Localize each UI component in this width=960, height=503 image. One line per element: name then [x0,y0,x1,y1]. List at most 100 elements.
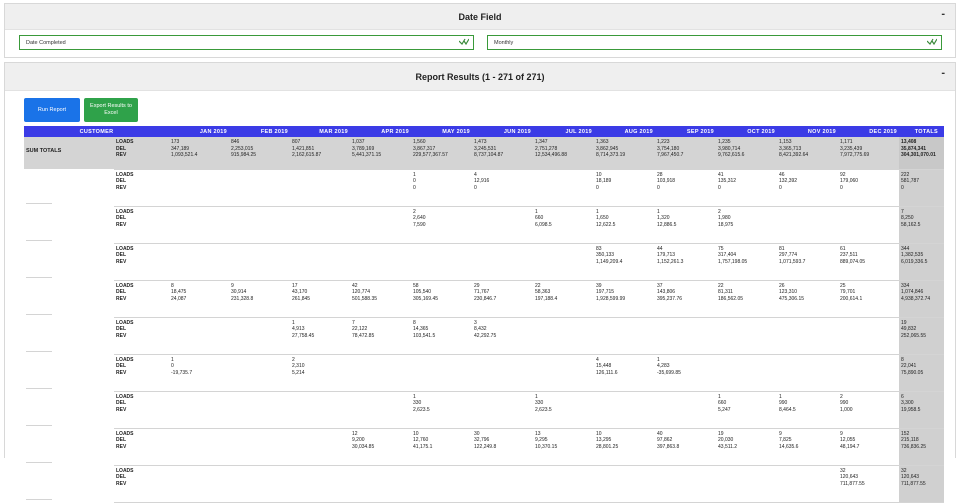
cell-value: 12,886.5 [657,221,677,228]
cell-value: 18,475 [171,289,187,295]
metric-labels: LOADS DEL REV [114,206,169,244]
cell-value: 8,421,392.64 [779,152,809,158]
column-header-month[interactable]: JUL 2019 [533,126,594,137]
date-field-collapse-button[interactable]: - [941,8,945,20]
cell-value [413,370,470,377]
cell-value: 15,448 [596,363,612,369]
cell-value: 92 [840,171,846,178]
cell-value: 237,511 [840,252,858,258]
cell-value: 2 [718,208,721,215]
column-header-month[interactable]: DEC 2019 [838,126,899,137]
column-header-month[interactable]: JAN 2019 [169,126,229,137]
cell-value: 1,382,535 [901,252,924,258]
cell-value: 173 [171,139,180,145]
report-results-header[interactable]: Report Results (1 - 271 of 271) - [5,63,955,91]
month-cell: 41 135,312 0 [716,169,777,207]
cell-value: 8,432 [474,326,487,332]
period-select[interactable]: Monthly [487,35,942,50]
cell-value: 22,122 [352,326,368,332]
month-cell: 2 1,980 18,975 [716,206,777,244]
month-cell [777,206,838,244]
date-type-select[interactable]: Date Completed [19,35,474,50]
report-collapse-button[interactable]: - [941,67,945,79]
month-cell: 42 120,774 501,588.35 [350,280,411,318]
column-header-month[interactable]: MAR 2019 [290,126,350,137]
column-header-month[interactable]: JUN 2019 [472,126,533,137]
cell-value: 75 [718,245,724,252]
month-cell: 1 0 -19,735.7 [169,354,229,392]
cell-value [657,481,714,488]
cell-value: 915,984.25 [231,152,257,158]
row-divider [26,393,52,426]
column-header-customer[interactable]: CUSTOMER [24,126,169,137]
cell-value: 1,650 [596,215,609,221]
cell-value: 1 [657,356,660,363]
customer-cell [24,317,114,354]
cell-value: 10,370.15 [535,443,558,450]
month-cell [229,169,290,207]
table-row[interactable]: LOADS DEL REV 83 350,133 1,149,209.4 44 179,713… [24,243,944,281]
month-cell: 1,153 3,365,713 8,421,392.64 [777,137,838,170]
cell-value: 1,152,261.3 [657,258,684,265]
cell-value: 13,408 [901,139,917,145]
column-header-month[interactable]: APR 2019 [350,126,411,137]
cell-value [231,259,288,266]
month-cell: 1 1,650 12,622.5 [594,206,655,244]
table-row[interactable]: LOADS DEL REV 1 0 -19,735.7 2 2,310 5,214 4 15,448… [24,354,944,392]
cell-value: 3,789,169 [352,145,375,152]
table-row[interactable]: LOADS DEL REV 32 120,643 711,877.55 32 120,643 7… [24,465,944,503]
total-cell: 7 8,250 58,162.5 [899,206,944,244]
cell-value: 9 [779,430,782,437]
cell-value [779,333,836,340]
cell-value: 1 [657,208,660,215]
cell-value: 3,365,713 [779,145,802,152]
month-cell: 25 79,701 200,614.1 [838,280,899,318]
month-cell [169,206,229,244]
table-row[interactable]: LOADS DEL REV 2 2,640 7,590 1 660 6,098.5 1 1,650 1… [24,206,944,244]
metric-label: REV [116,480,127,487]
month-cell [594,465,655,503]
column-header-month[interactable]: OCT 2019 [716,126,777,137]
column-header-month[interactable]: FEB 2019 [229,126,290,137]
table-row[interactable]: LOADS DEL REV 1 0 0 4 12,916 0 10 18,189 0 28 103,918… [24,169,944,207]
month-cell [229,428,290,466]
export-excel-button[interactable]: Export Results to Excel [84,98,138,122]
cell-value: 58,162.5 [901,221,921,228]
metric-label: REV [116,332,127,339]
month-cell: 1 330 2,623.5 [411,391,472,429]
cell-value: 14,635.6 [779,443,799,450]
month-cell: 10 12,760 41,175.1 [411,428,472,466]
cell-value: 75,890.05 [901,369,924,376]
cell-value: 1,757,198.05 [718,258,748,265]
report-table: CUSTOMER JAN 2019 FEB 2019 MAR 2019 APR 2019… [24,126,944,503]
customer-cell [24,206,114,243]
total-cell: 344 1,382,535 6,019,336.5 [899,243,944,281]
column-header-month[interactable]: AUG 2019 [594,126,655,137]
metric-label: DEL [116,400,126,406]
cell-value: 711,877.55 [840,480,865,487]
table-row[interactable]: LOADS DEL REV 8 18,475 24,087 9 30,914 231,328.8… [24,280,944,318]
column-header-totals[interactable]: TOTALS [899,126,944,137]
run-report-button[interactable]: Run Report [24,98,80,122]
column-header-month[interactable]: NOV 2019 [777,126,838,137]
cell-value: 7,590 [413,221,426,228]
month-cell: 17 43,170 261,845 [290,280,350,318]
cell-value: 200,614.1 [840,295,863,302]
table-row[interactable]: LOADS DEL REV 12 9,200 30,034.85 10 12,760 41,17… [24,428,944,466]
date-field-header[interactable]: Date Field - [5,4,955,30]
month-cell: 1 1,320 12,886.5 [655,206,716,244]
cell-value: 39 [596,282,602,289]
table-row[interactable]: LOADS DEL REV 1 4,913 27,758.45 7 22,122 78,472.… [24,317,944,355]
cell-value: 2,640 [413,215,426,221]
customer-cell [24,243,114,280]
cell-value: 222 [901,171,910,178]
cell-value [292,444,348,451]
table-row[interactable]: LOADS DEL REV 1 330 2,623.5 1 330 2,623.5 1 660 5,2… [24,391,944,429]
cell-value: 6,098.5 [535,221,552,228]
column-header-month[interactable]: SEP 2019 [655,126,716,137]
total-cell: 32 120,643 711,877.55 [899,465,944,503]
cell-value: 8,250 [901,215,914,221]
cell-value: 1,928,599.99 [596,295,626,302]
column-header-month[interactable]: MAY 2019 [411,126,472,137]
